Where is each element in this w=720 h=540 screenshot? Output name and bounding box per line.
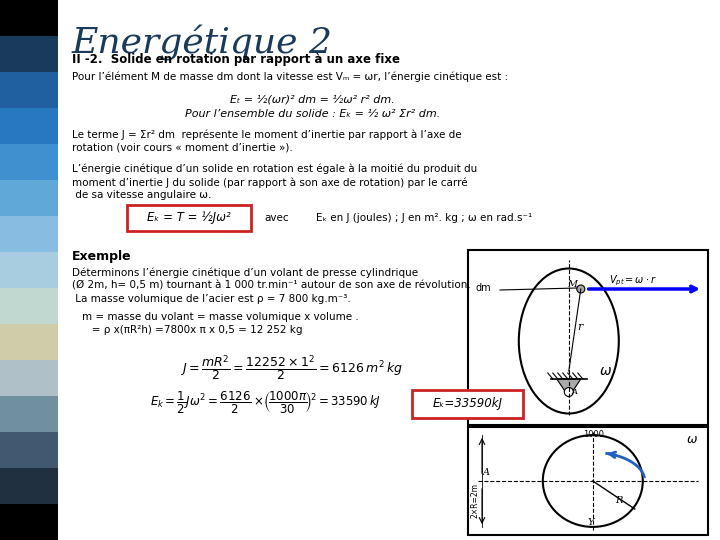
Text: Eₖ = T = ½Jω²: Eₖ = T = ½Jω² [147, 212, 231, 225]
Text: $\omega$: $\omega$ [599, 364, 612, 378]
Bar [0, 108, 58, 144]
Circle shape [564, 388, 573, 396]
Bar [0, 0, 58, 36]
Bar [0, 216, 58, 252]
Text: m = masse du volant = masse volumique x volume .: m = masse du volant = masse volumique x … [82, 312, 359, 322]
Text: $V_{pt} = \omega \cdot r$: $V_{pt} = \omega \cdot r$ [609, 273, 657, 288]
Text: Eₜ = ½(ωr)² dm = ½ω² r² dm.: Eₜ = ½(ωr)² dm = ½ω² r² dm. [230, 94, 395, 104]
Text: moment d’inertie J du solide (par rapport à son axe de rotation) par le carré: moment d’inertie J du solide (par rappor… [72, 177, 467, 187]
Text: A: A [572, 388, 577, 396]
Text: Déterminons l’énergie cinétique d’un volant de presse cylindrique: Déterminons l’énergie cinétique d’un vol… [72, 268, 418, 279]
Text: = ρ x(πR²h) =7800x π x 0,5 = 12 252 kg: = ρ x(πR²h) =7800x π x 0,5 = 12 252 kg [82, 325, 302, 335]
Bar [468, 250, 708, 425]
Bar [0, 288, 58, 324]
Text: L’énergie cinétique d’un solide en rotation est égale à la moitié du produit du: L’énergie cinétique d’un solide en rotat… [72, 164, 477, 174]
Bar [0, 432, 58, 468]
Bar [0, 396, 58, 432]
Text: Pour l’ensemble du solide : Eₖ = ½ ω² Σr² dm.: Pour l’ensemble du solide : Eₖ = ½ ω² Σr… [185, 109, 440, 119]
Bar [0, 72, 58, 108]
Text: dm: dm [476, 283, 492, 293]
Bar [0, 36, 58, 72]
Ellipse shape [519, 268, 618, 414]
Circle shape [577, 285, 585, 293]
Bar [468, 427, 708, 535]
Text: Eₖ en J (joules) ; J en m². kg ; ω en rad.s⁻¹: Eₖ en J (joules) ; J en m². kg ; ω en ra… [316, 213, 532, 223]
Bar [0, 324, 58, 360]
Bar [0, 144, 58, 180]
Text: M: M [567, 280, 577, 289]
Bar [0, 504, 58, 540]
Text: 2×R=2m: 2×R=2m [471, 483, 480, 518]
Text: Exemple: Exemple [72, 250, 132, 263]
Bar [0, 468, 58, 504]
Text: Le terme J = Σr² dm  représente le moment d’inertie par rapport à l’axe de: Le terme J = Σr² dm représente le moment… [72, 130, 462, 140]
Text: R: R [615, 496, 622, 505]
Text: (Ø 2m, h= 0,5 m) tournant à 1 000 tr.min⁻¹ autour de son axe de révolution.: (Ø 2m, h= 0,5 m) tournant à 1 000 tr.min… [72, 281, 471, 291]
Bar [0, 180, 58, 216]
Bar [0, 360, 58, 396]
Ellipse shape [543, 435, 643, 527]
Text: avec: avec [264, 213, 289, 223]
Text: Pour l’élément M de masse dm dont la vitesse est Vₘ = ωr, l’énergie cinétique es: Pour l’élément M de masse dm dont la vit… [72, 72, 508, 83]
Text: rotation (voir cours « moment d’inertie »).: rotation (voir cours « moment d’inertie … [72, 143, 293, 153]
Text: r: r [577, 322, 582, 332]
Text: Eₖ=33590kJ: Eₖ=33590kJ [433, 397, 503, 410]
FancyBboxPatch shape [412, 390, 523, 418]
Text: $J = \dfrac{mR^2}{2} = \dfrac{12252 \times 1^2}{2} = 6126\,m^2\,kg$: $J = \dfrac{mR^2}{2} = \dfrac{12252 \tim… [180, 353, 403, 382]
Text: de sa vitesse angulaire ω.: de sa vitesse angulaire ω. [72, 190, 212, 200]
Text: 1000: 1000 [582, 430, 604, 439]
Text: Y: Y [588, 518, 594, 527]
Text: Energétique 2: Energétique 2 [72, 25, 333, 61]
Bar [0, 252, 58, 288]
FancyBboxPatch shape [127, 205, 251, 231]
Text: La masse volumique de l’acier est ρ = 7 800 kg.m⁻³.: La masse volumique de l’acier est ρ = 7 … [72, 294, 351, 304]
Text: $E_k = \dfrac{1}{2}J\omega^2 = \dfrac{6126}{2} \times \!\left(\!\dfrac{1000\pi}{: $E_k = \dfrac{1}{2}J\omega^2 = \dfrac{61… [150, 389, 381, 415]
Text: II -2.  Solide en rotation par rapport à un axe fixe: II -2. Solide en rotation par rapport à … [72, 53, 400, 66]
Polygon shape [557, 379, 581, 397]
Text: A: A [483, 468, 490, 477]
Text: $\omega$: $\omega$ [686, 433, 698, 446]
